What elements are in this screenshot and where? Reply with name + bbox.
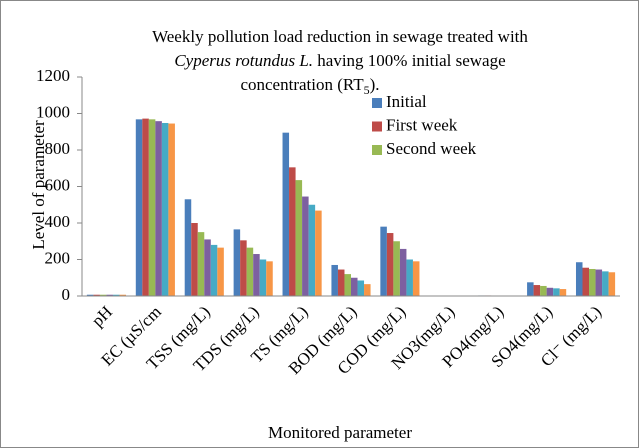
bar xyxy=(533,285,541,296)
bar xyxy=(582,267,590,296)
bar xyxy=(608,272,616,296)
bar xyxy=(191,223,198,296)
bar xyxy=(331,264,338,296)
bar xyxy=(357,280,365,296)
bar xyxy=(589,268,596,296)
bar xyxy=(86,294,94,296)
title-part: having 100% initial sewage xyxy=(313,51,506,70)
y-tick-label: 0 xyxy=(62,285,71,304)
bar xyxy=(546,287,554,296)
y-tick-label: 1200 xyxy=(36,66,70,85)
bar xyxy=(380,226,387,296)
bar xyxy=(233,229,241,296)
bar xyxy=(259,259,267,296)
bar xyxy=(148,119,156,296)
bar xyxy=(266,261,273,296)
bar xyxy=(559,289,567,296)
bar xyxy=(99,294,107,296)
bar xyxy=(344,274,351,296)
bar xyxy=(168,123,175,296)
bar xyxy=(399,248,407,296)
bar xyxy=(351,277,358,296)
bar xyxy=(253,254,260,296)
bar xyxy=(406,259,413,296)
title-part: concentration (RT xyxy=(240,75,364,94)
bar xyxy=(184,199,192,296)
bar xyxy=(135,119,143,296)
bar xyxy=(142,118,149,296)
bar xyxy=(197,232,205,296)
y-tick-label: 200 xyxy=(45,248,71,267)
y-tick-label: 800 xyxy=(45,139,71,158)
chart-title: Weekly pollution load reduction in sewag… xyxy=(152,27,528,46)
bar xyxy=(412,261,420,296)
bar xyxy=(540,285,547,296)
title-part: ). xyxy=(370,75,380,94)
legend-label: First week xyxy=(386,115,458,134)
bar xyxy=(240,240,247,296)
bar xyxy=(217,247,224,296)
bar xyxy=(204,239,211,296)
bar xyxy=(93,294,100,296)
bar xyxy=(602,271,609,296)
bar xyxy=(155,121,162,296)
bar xyxy=(553,288,560,296)
bar xyxy=(246,247,254,296)
bar xyxy=(106,294,113,296)
legend-swatch xyxy=(372,121,382,132)
bar xyxy=(575,262,583,296)
legend-swatch xyxy=(372,145,382,155)
bar xyxy=(527,282,534,296)
y-axis-label: Level of parameter xyxy=(29,120,48,250)
title-part: 5 xyxy=(364,83,370,97)
bar xyxy=(393,241,400,296)
bar xyxy=(289,167,296,296)
chart-title: concentration (RT5). xyxy=(240,75,379,97)
legend-swatch xyxy=(372,98,382,108)
bar xyxy=(386,233,394,296)
bar xyxy=(308,204,316,296)
bar xyxy=(295,180,303,296)
legend-label: Initial xyxy=(386,92,427,111)
bar xyxy=(315,210,322,296)
bar xyxy=(282,132,290,296)
y-tick-label: 400 xyxy=(45,212,71,231)
legend-label: Second week xyxy=(386,139,477,158)
bar xyxy=(337,269,345,296)
bar xyxy=(302,196,309,296)
bar xyxy=(595,269,603,296)
bar xyxy=(210,244,218,296)
y-tick-label: 600 xyxy=(45,175,71,194)
bar xyxy=(119,294,127,296)
bar xyxy=(161,122,169,297)
y-tick-label: 1000 xyxy=(36,102,70,121)
title-part: Weekly pollution load reduction in sewag… xyxy=(152,27,528,46)
title-part: Cyperus rotundus L. xyxy=(174,51,313,70)
bar xyxy=(364,284,371,296)
bar xyxy=(112,294,120,296)
x-axis-label: Monitored parameter xyxy=(268,423,412,442)
chart-title: Cyperus rotundus L. having 100% initial … xyxy=(174,51,505,70)
